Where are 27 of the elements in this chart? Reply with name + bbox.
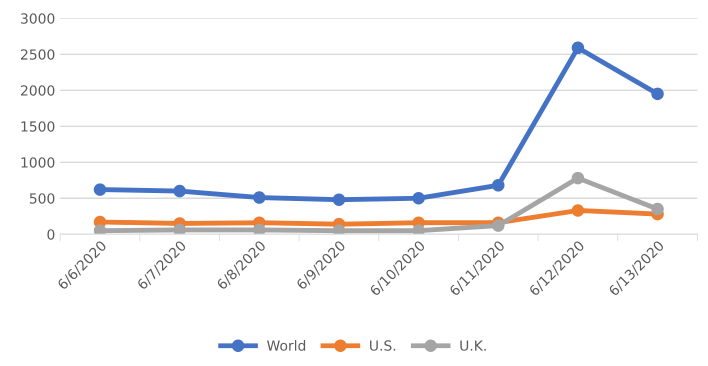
y-tick-label: 2000 <box>20 85 54 96</box>
point <box>572 172 584 184</box>
y-tick-label: 3000 <box>21 13 54 24</box>
y-tick-label: 1000 <box>21 157 54 168</box>
y-tick-label: 1500 <box>21 121 54 132</box>
point <box>253 191 266 204</box>
point <box>94 224 106 234</box>
point <box>332 224 346 234</box>
point <box>412 224 425 234</box>
point <box>253 224 266 234</box>
point <box>651 202 664 216</box>
point <box>173 184 186 198</box>
point <box>492 179 505 192</box>
point <box>332 193 346 206</box>
point <box>651 88 664 100</box>
point <box>412 192 425 204</box>
legend-label: World <box>267 340 306 351</box>
point <box>492 219 505 232</box>
point <box>173 224 186 234</box>
point <box>572 204 584 217</box>
y-tick-label: 500 <box>30 193 54 204</box>
point <box>572 42 584 54</box>
y-tick-label: 0 <box>47 229 54 240</box>
legend-label: U.K. <box>460 340 486 351</box>
y-tick-label: 2500 <box>20 49 54 60</box>
legend-label: U.S. <box>370 340 396 351</box>
point <box>94 183 106 196</box>
